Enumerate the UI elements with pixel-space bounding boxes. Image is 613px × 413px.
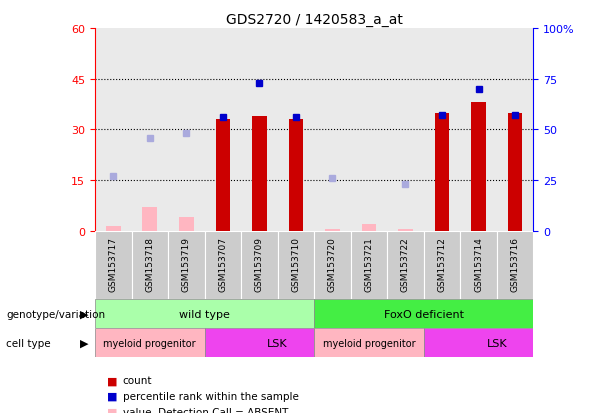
- Bar: [424, 231, 460, 299]
- Bar: [387, 29, 424, 231]
- Text: FoxO deficient: FoxO deficient: [384, 309, 464, 319]
- Bar: [314, 231, 351, 299]
- Bar: [95, 231, 132, 299]
- Text: GSM153719: GSM153719: [182, 237, 191, 292]
- Bar: [132, 29, 168, 231]
- Text: ■: ■: [107, 375, 118, 385]
- Text: ■: ■: [107, 391, 118, 401]
- Text: myeloid progenitor: myeloid progenitor: [104, 338, 196, 348]
- Bar: [314, 299, 533, 328]
- Bar: [278, 231, 314, 299]
- Bar: [497, 29, 533, 231]
- Bar: [424, 29, 460, 231]
- Bar: [314, 328, 424, 357]
- Text: count: count: [123, 375, 152, 385]
- Bar: [362, 225, 376, 231]
- Text: value, Detection Call = ABSENT: value, Detection Call = ABSENT: [123, 407, 288, 413]
- Bar: [168, 231, 205, 299]
- Text: GSM153722: GSM153722: [401, 237, 410, 291]
- Bar: [325, 230, 340, 231]
- Bar: [508, 113, 522, 231]
- Text: GSM153721: GSM153721: [365, 237, 373, 292]
- Bar: [241, 29, 278, 231]
- Bar: [205, 29, 241, 231]
- Text: LSK: LSK: [487, 338, 507, 348]
- Bar: [471, 103, 486, 231]
- Bar: [278, 29, 314, 231]
- Bar: [179, 218, 194, 231]
- Bar: [424, 328, 533, 357]
- Bar: [205, 328, 314, 357]
- Text: cell type: cell type: [6, 338, 51, 348]
- Bar: [95, 29, 132, 231]
- Text: GSM153710: GSM153710: [291, 237, 300, 292]
- Bar: [241, 231, 278, 299]
- Text: genotype/variation: genotype/variation: [6, 309, 105, 319]
- Bar: [216, 120, 230, 231]
- Bar: [95, 328, 205, 357]
- Text: GSM153709: GSM153709: [255, 237, 264, 292]
- Bar: [95, 299, 314, 328]
- Bar: [460, 231, 497, 299]
- Text: GSM153720: GSM153720: [328, 237, 337, 292]
- Bar: [435, 113, 449, 231]
- Bar: [387, 231, 424, 299]
- Bar: [314, 29, 351, 231]
- Text: myeloid progenitor: myeloid progenitor: [322, 338, 415, 348]
- Title: GDS2720 / 1420583_a_at: GDS2720 / 1420583_a_at: [226, 12, 403, 26]
- Text: wild type: wild type: [179, 309, 230, 319]
- Text: LSK: LSK: [267, 338, 288, 348]
- Text: GSM153716: GSM153716: [511, 237, 520, 292]
- Bar: [351, 231, 387, 299]
- Bar: [351, 29, 387, 231]
- Bar: [398, 230, 413, 231]
- Text: ▶: ▶: [80, 309, 89, 319]
- Text: GSM153718: GSM153718: [145, 237, 154, 292]
- Bar: [142, 208, 157, 231]
- Bar: [132, 231, 168, 299]
- Bar: [205, 231, 241, 299]
- Text: percentile rank within the sample: percentile rank within the sample: [123, 391, 299, 401]
- Text: GSM153714: GSM153714: [474, 237, 483, 292]
- Text: ▶: ▶: [80, 338, 89, 348]
- Bar: [252, 116, 267, 231]
- Text: ■: ■: [107, 407, 118, 413]
- Bar: [289, 120, 303, 231]
- Text: GSM153707: GSM153707: [218, 237, 227, 292]
- Bar: [168, 29, 205, 231]
- Bar: [497, 231, 533, 299]
- Text: GSM153717: GSM153717: [109, 237, 118, 292]
- Bar: [460, 29, 497, 231]
- Text: GSM153712: GSM153712: [438, 237, 446, 292]
- Bar: [106, 226, 121, 231]
